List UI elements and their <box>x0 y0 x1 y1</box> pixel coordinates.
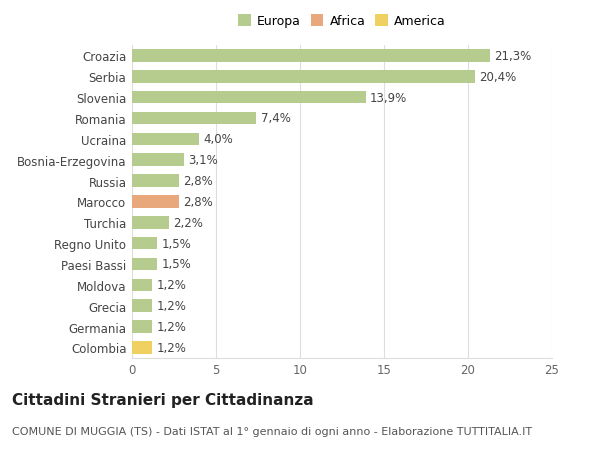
Text: 2,8%: 2,8% <box>183 196 213 208</box>
Bar <box>132 279 152 291</box>
Bar <box>132 300 152 312</box>
Legend: Europa, Africa, America: Europa, Africa, America <box>235 11 449 32</box>
Bar <box>132 217 169 229</box>
Text: 2,8%: 2,8% <box>183 175 213 188</box>
Text: 4,0%: 4,0% <box>203 133 233 146</box>
Text: Cittadini Stranieri per Cittadinanza: Cittadini Stranieri per Cittadinanza <box>12 392 314 408</box>
Text: 20,4%: 20,4% <box>479 71 516 84</box>
Bar <box>132 175 179 187</box>
Bar <box>132 154 184 167</box>
Bar <box>132 237 157 250</box>
Bar <box>132 71 475 84</box>
Text: 7,4%: 7,4% <box>260 112 290 125</box>
Bar <box>132 112 256 125</box>
Text: 1,2%: 1,2% <box>157 320 186 333</box>
Text: 2,2%: 2,2% <box>173 216 203 229</box>
Bar <box>132 320 152 333</box>
Bar <box>132 341 152 354</box>
Bar <box>132 92 365 104</box>
Bar <box>132 133 199 146</box>
Bar <box>132 50 490 62</box>
Text: 21,3%: 21,3% <box>494 50 531 63</box>
Bar <box>132 196 179 208</box>
Text: 1,5%: 1,5% <box>161 258 191 271</box>
Text: 13,9%: 13,9% <box>370 91 407 104</box>
Text: 1,5%: 1,5% <box>161 237 191 250</box>
Text: COMUNE DI MUGGIA (TS) - Dati ISTAT al 1° gennaio di ogni anno - Elaborazione TUT: COMUNE DI MUGGIA (TS) - Dati ISTAT al 1°… <box>12 426 532 436</box>
Text: 1,2%: 1,2% <box>157 279 186 291</box>
Bar <box>132 258 157 271</box>
Text: 1,2%: 1,2% <box>157 300 186 313</box>
Text: 3,1%: 3,1% <box>188 154 218 167</box>
Text: 1,2%: 1,2% <box>157 341 186 354</box>
